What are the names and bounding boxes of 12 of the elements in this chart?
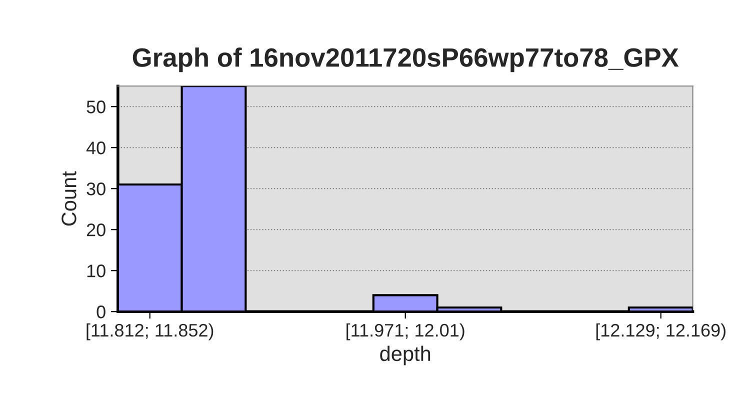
y-tick-label: 30 bbox=[86, 182, 106, 196]
x-tick-label: [12.129; 12.169) bbox=[596, 323, 726, 340]
x-tick-label: [11.971; 12.01) bbox=[346, 323, 464, 340]
y-tick-label: 20 bbox=[86, 224, 106, 236]
y-tick-label: 50 bbox=[86, 100, 106, 114]
chart-title: Graph of 16nov2011720sP66wp77to78_GPX bbox=[132, 48, 679, 72]
y-axis-title: Count bbox=[62, 171, 76, 226]
y-tick-label: 10 bbox=[87, 264, 106, 278]
y-tick-label: 40 bbox=[86, 142, 106, 154]
x-axis-title: depth bbox=[380, 346, 430, 366]
y-tick-label: 0 bbox=[96, 306, 106, 318]
x-tick-label: [11.812; 11.852) bbox=[86, 323, 214, 340]
